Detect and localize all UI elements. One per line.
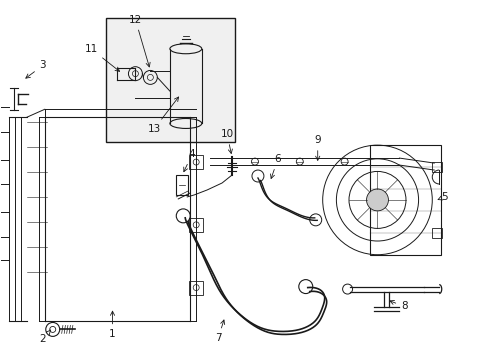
- Text: 4: 4: [183, 149, 195, 172]
- Text: 1: 1: [109, 311, 116, 339]
- Bar: [431, 228, 441, 238]
- Text: 3: 3: [26, 60, 46, 78]
- Text: 6: 6: [270, 154, 281, 179]
- Bar: [431, 162, 441, 172]
- Bar: [189, 218, 203, 232]
- Bar: [189, 280, 203, 294]
- Text: 11: 11: [84, 44, 120, 71]
- Text: 2: 2: [40, 330, 51, 345]
- Text: 10: 10: [220, 129, 233, 153]
- Bar: [189, 155, 203, 169]
- Text: 9: 9: [314, 135, 321, 160]
- Text: 8: 8: [389, 301, 407, 311]
- Bar: [105, 18, 235, 142]
- Bar: [369, 145, 440, 255]
- Text: 12: 12: [128, 15, 150, 67]
- Text: 13: 13: [147, 97, 178, 134]
- Text: 5: 5: [437, 192, 447, 202]
- Text: 7: 7: [214, 320, 224, 343]
- Circle shape: [366, 189, 387, 211]
- Bar: [176, 175, 188, 195]
